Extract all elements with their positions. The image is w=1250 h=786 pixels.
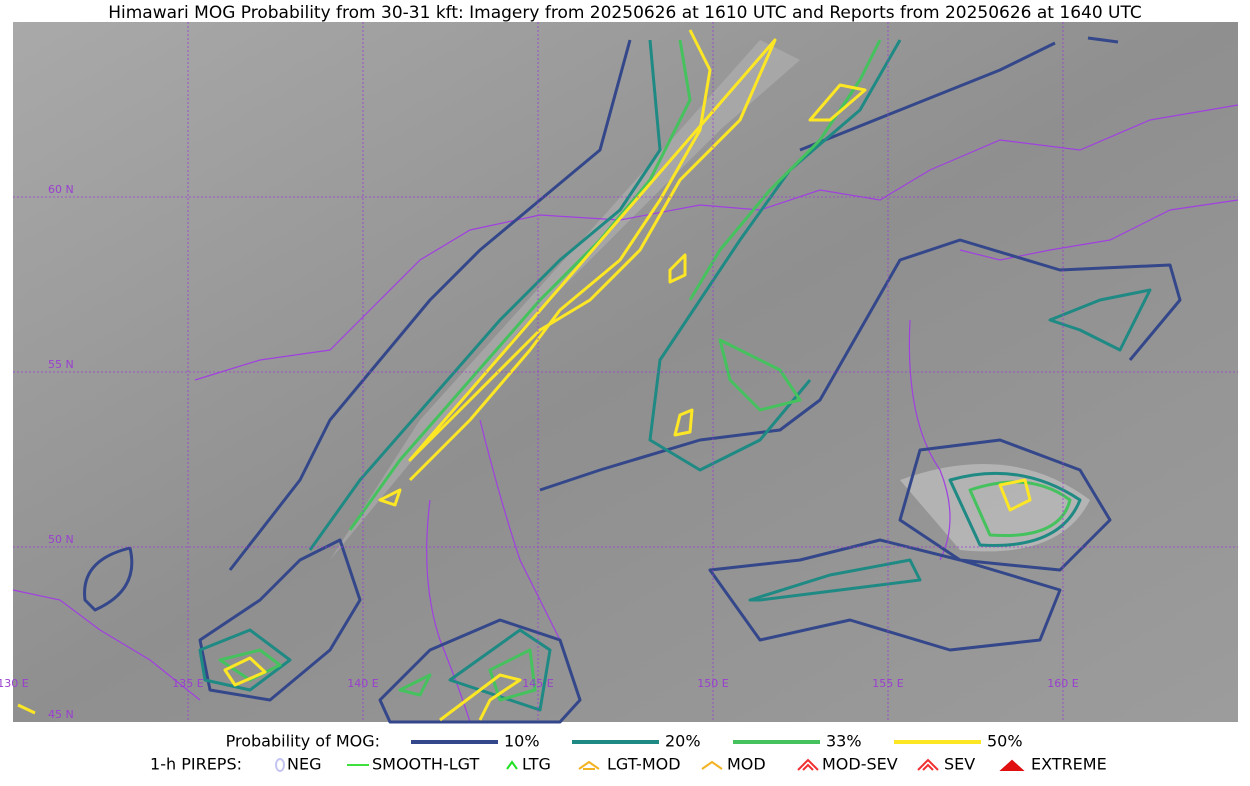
longitude-label: 150 E xyxy=(697,677,728,690)
pirep-label: MOD xyxy=(727,755,766,774)
legend-label: 50% xyxy=(987,732,1023,751)
graticule: 60 N 55 N 50 N 45 N 130 E 135 E 140 E 145 E 150 … xyxy=(0,22,1238,722)
legend-title: Probability of MOG: xyxy=(226,732,380,751)
legend-label: 20% xyxy=(665,732,701,751)
longitude-label: 155 E xyxy=(872,677,903,690)
legend-label: 33% xyxy=(826,732,862,751)
pirep-icon xyxy=(506,760,518,770)
latitude-label: 45 N xyxy=(48,708,74,721)
latitude-label: 60 N xyxy=(48,183,74,196)
pirep-label: MOD-SEV xyxy=(822,755,898,774)
longitude-label: 130 E xyxy=(0,677,29,690)
title: Himawari MOG Probability from 30-31 kft:… xyxy=(108,3,1142,23)
legend: Probability of MOG: 10% 20% 33% 50% 1-h PIREP… xyxy=(150,732,1107,774)
pirep-icon xyxy=(701,760,723,770)
pirep-icon xyxy=(917,758,939,771)
longitude-label: 145 E xyxy=(522,677,553,690)
coastlines xyxy=(12,104,1239,723)
contours xyxy=(17,29,1182,724)
latitude-label: 50 N xyxy=(48,533,74,546)
pirep-icon xyxy=(275,758,285,772)
pirep-label: LTG xyxy=(522,755,551,774)
pirep-label: SEV xyxy=(944,755,975,774)
pirep-title: 1-h PIREPS: xyxy=(150,755,242,774)
pirep-icon xyxy=(797,758,819,771)
longitude-label: 160 E xyxy=(1047,677,1078,690)
pirep-label: EXTREME xyxy=(1031,755,1107,774)
legend-label: 10% xyxy=(504,732,540,751)
pirep-icon xyxy=(999,759,1025,771)
longitude-label: 135 E xyxy=(172,677,203,690)
pirep-icon xyxy=(578,760,600,770)
latitude-label: 55 N xyxy=(48,358,74,371)
pirep-label: SMOOTH-LGT xyxy=(372,755,479,774)
longitude-label: 140 E xyxy=(347,677,378,690)
map: 60 N 55 N 50 N 45 N 130 E 135 E 140 E 145 E 150 … xyxy=(0,22,1239,724)
pirep-label: NEG xyxy=(287,755,321,774)
pirep-label: LGT-MOD xyxy=(607,755,681,774)
